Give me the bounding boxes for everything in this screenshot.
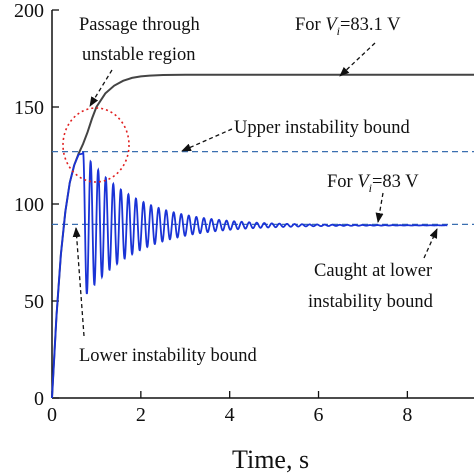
annotation-lower-bound: Lower instability bound <box>79 346 258 366</box>
y-tick-label: 200 <box>14 0 44 22</box>
x-axis-label: Time, s <box>232 445 309 474</box>
unstable-region-circle <box>62 107 130 183</box>
annotation-passage-line2: unstable region <box>82 45 196 65</box>
x-tick-label: 6 <box>314 404 324 426</box>
annotation-caught-line1: Caught at lower <box>314 261 432 281</box>
arrow-lower-bound <box>72 227 85 337</box>
y-tick-label: 50 <box>24 291 44 313</box>
y-tick-label: 0 <box>34 388 44 410</box>
annotation-vi-83: For Vi=83 V <box>327 172 419 195</box>
series-vi-83 <box>51 151 448 399</box>
arrow-vi-83 <box>375 192 384 223</box>
annotation-vi-83-1: For Vi=83.1 V <box>295 15 401 38</box>
y-tick-label: 100 <box>14 194 44 216</box>
arrow-upper-bound <box>181 128 233 152</box>
plot-area: 0 50 100 150 200 0 2 4 6 8 <box>14 0 474 426</box>
x-tick-label: 8 <box>402 404 412 426</box>
y-tick-label: 150 <box>14 97 44 119</box>
x-tick-label: 0 <box>47 404 57 426</box>
annotation-upper-bound: Upper instability bound <box>234 118 410 138</box>
x-tick-label: 2 <box>136 404 146 426</box>
arrow-passage <box>89 69 113 107</box>
x-tick-label: 4 <box>225 404 235 426</box>
arrow-vi-83-1 <box>339 42 376 77</box>
arrow-caught <box>423 228 438 259</box>
annotation-caught-line2: instability bound <box>308 292 434 312</box>
annotation-passage-line1: Passage through <box>79 15 200 35</box>
